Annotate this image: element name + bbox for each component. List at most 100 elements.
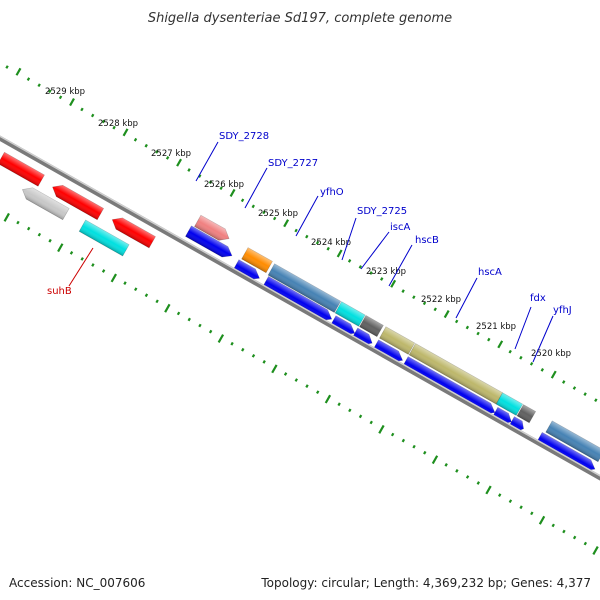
inner-tick — [294, 378, 298, 382]
inner-tick — [401, 438, 406, 443]
outer-tick — [58, 95, 63, 100]
gene-label-yfho: yfhO — [320, 187, 344, 198]
gene-yfhj — [516, 404, 537, 424]
inner-tick — [80, 257, 84, 261]
inner-tick — [155, 299, 159, 304]
outer-tick — [229, 188, 236, 197]
inner-tick — [465, 475, 470, 479]
inner-tick — [262, 360, 266, 364]
gene-sdy2727 — [241, 247, 273, 274]
inner-tick — [123, 281, 127, 285]
feature-blocks — [0, 151, 600, 471]
outer-tick — [48, 89, 52, 94]
gene-label-sdy2728: SDY_2728 — [219, 131, 269, 142]
gene-sdy2725 — [334, 301, 366, 327]
outer-tick — [240, 198, 245, 203]
outer-tick — [422, 301, 427, 306]
tick-label-2522: 2522 kbp — [421, 295, 461, 305]
outer-tick — [176, 158, 182, 167]
inner-tick — [476, 481, 480, 485]
outer-tick — [208, 180, 213, 184]
leader-sdy2725 — [341, 217, 357, 261]
gene-label-hscb: hscB — [415, 235, 439, 246]
outer-tick — [572, 386, 577, 390]
inner-tick — [164, 303, 171, 313]
cds-fwd-1 — [185, 225, 233, 258]
gene-red-left-2-shading — [52, 185, 104, 220]
leader-isca — [360, 231, 390, 270]
tick-label-2521: 2521 kbp — [476, 322, 516, 332]
inner-tick — [91, 263, 95, 267]
inner-tick — [592, 546, 599, 555]
genome-summary-text: Topology: circular; Length: 4,369,232 bp… — [260, 576, 591, 590]
tick-label-2527: 2527 kbp — [151, 149, 191, 159]
gene-yfho-shading — [268, 263, 341, 313]
inner-tick — [412, 444, 416, 449]
inner-tick — [26, 226, 31, 231]
outer-tick — [294, 228, 298, 233]
outer-tick — [219, 186, 223, 191]
outer-tick — [165, 156, 170, 160]
inner-tick — [283, 372, 288, 376]
leader-sdy2727 — [244, 167, 268, 209]
inner-tick — [230, 341, 234, 346]
gene-red-left-2 — [52, 184, 105, 221]
outer-tick — [487, 337, 491, 342]
outer-tick — [69, 98, 75, 107]
outer-tick — [80, 107, 84, 112]
outer-tick — [550, 370, 557, 379]
inner-tick — [101, 269, 106, 273]
leader-lines — [68, 141, 554, 363]
outer-tick — [305, 234, 309, 239]
outer-tick-ring — [5, 65, 598, 403]
gene-hscb — [379, 326, 416, 355]
gene-hscb-shading — [379, 326, 415, 355]
outer-tick — [583, 392, 587, 396]
cds-fwd-4-shading — [330, 315, 355, 335]
inner-tick — [485, 485, 492, 495]
outer-tick — [315, 240, 320, 245]
inner-tick — [551, 523, 555, 528]
gene-gray-left-shading — [22, 187, 70, 220]
outer-tick — [5, 65, 9, 69]
inner-tick — [508, 499, 513, 504]
cds-fwd-3-shading — [262, 276, 332, 321]
outer-tick — [112, 125, 116, 130]
gene-red-left-3-shading — [112, 217, 156, 248]
gene-red-left-3 — [111, 217, 156, 249]
gene-sdy2728-shading — [194, 215, 230, 241]
outer-tick — [380, 277, 384, 281]
inner-tick — [251, 353, 256, 358]
gene-labels: SDY_2728 SDY_2727 yfhO SDY_2725 iscA hsc… — [47, 131, 572, 316]
inner-tick — [110, 273, 117, 283]
inner-tick — [198, 323, 202, 328]
inner-tick — [3, 212, 10, 222]
outer-tick — [476, 331, 480, 336]
inner-tick — [187, 317, 191, 322]
gene-label-yfhj: yfhJ — [553, 305, 572, 316]
outer-tick — [101, 119, 106, 124]
gene-red-left-1-shading — [0, 152, 45, 187]
tick-label-2528: 2528 kbp — [98, 119, 138, 129]
leader-hsca — [455, 277, 478, 319]
gene-yfhj-shading — [517, 404, 536, 423]
gene-hsca-shading — [409, 343, 503, 405]
leader-yfho — [295, 195, 319, 237]
inner-tick — [431, 455, 439, 465]
inner-tick — [562, 529, 566, 534]
inner-tick-ring — [3, 212, 599, 555]
inner-tick — [378, 424, 385, 434]
gene-yfho — [267, 263, 342, 313]
cds-fwd-1-shading — [185, 225, 232, 258]
inner-tick — [583, 541, 588, 546]
inner-tick — [16, 220, 20, 225]
outer-tick — [529, 361, 534, 366]
map-title: Shigella dysenteriae Sd197, complete gen… — [148, 11, 452, 26]
gene-isca-shading — [359, 315, 384, 337]
outer-tick — [401, 289, 405, 293]
inner-tick — [423, 450, 427, 455]
map-track — [0, 65, 600, 555]
outer-tick — [358, 265, 363, 269]
backbone-highlight — [0, 97, 600, 522]
inner-tick — [144, 293, 149, 298]
